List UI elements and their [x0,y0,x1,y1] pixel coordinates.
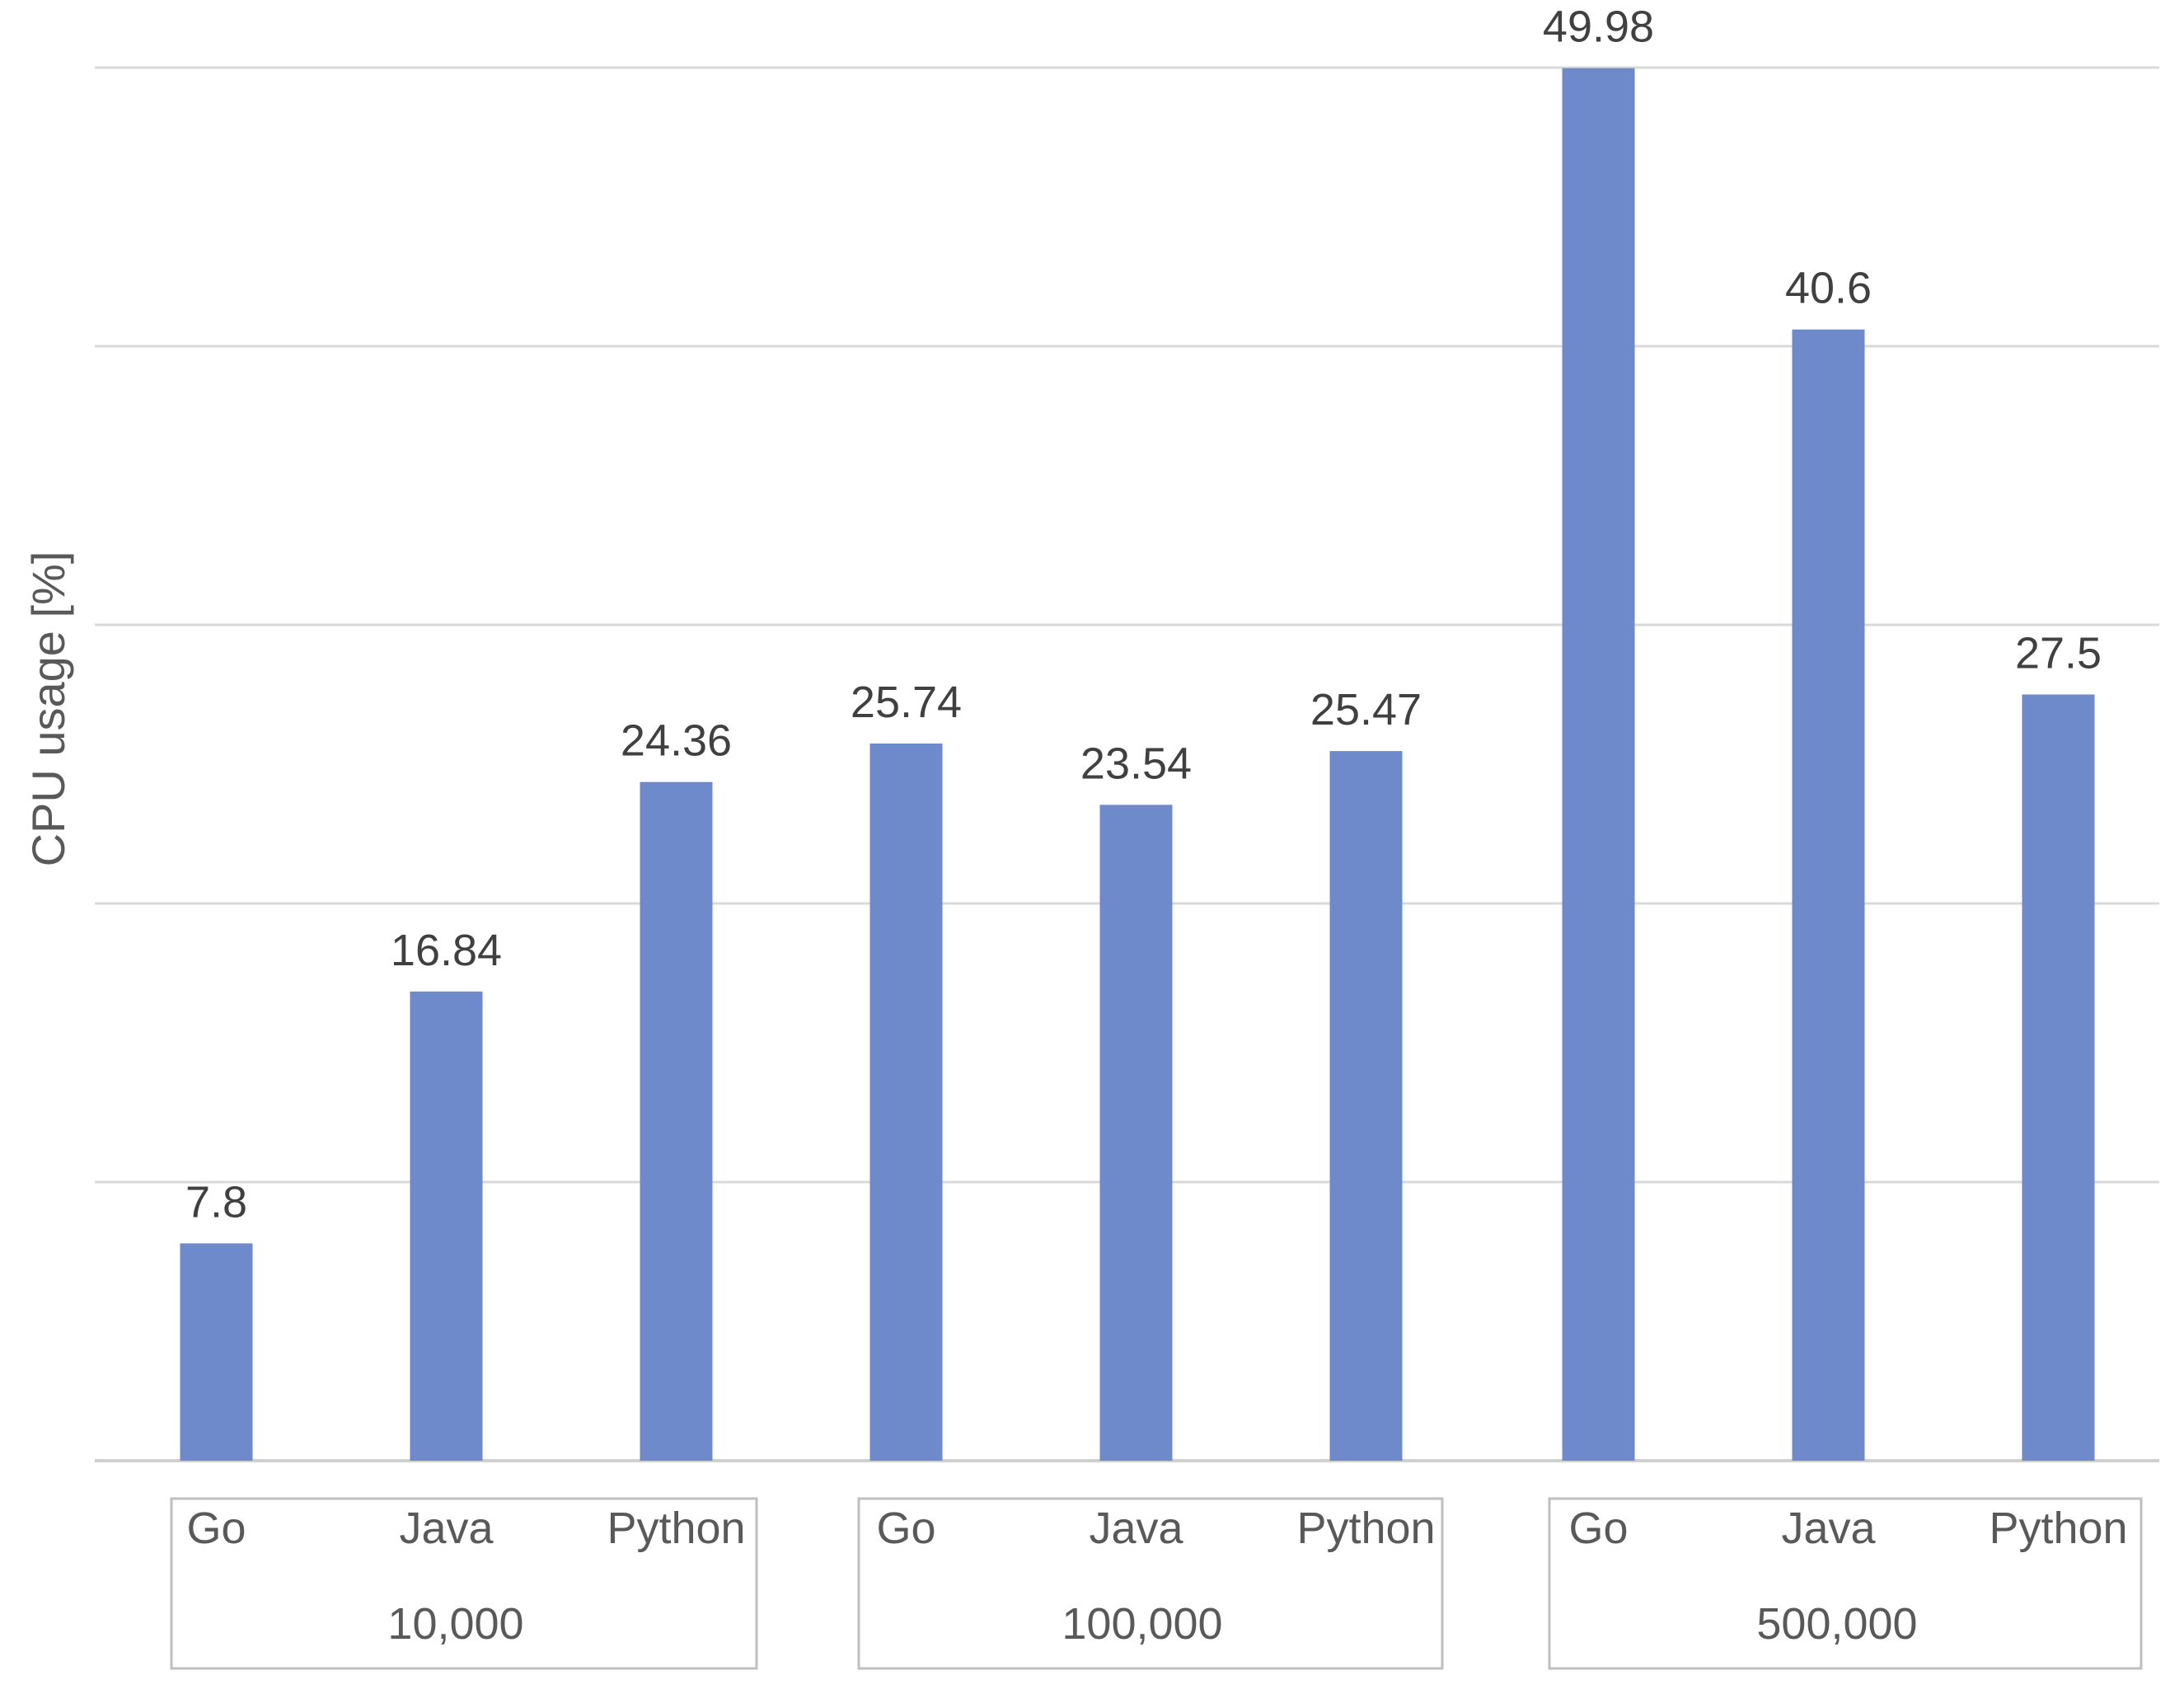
group-label: 100,000 [1062,1599,1222,1649]
tick-label-python: Python [607,1504,745,1553]
value-label: 24.36 [621,716,732,766]
tick-label-java: Java [1089,1504,1183,1553]
value-label: 7.8 [185,1177,247,1227]
group-label: 500,000 [1756,1599,1917,1649]
tick-label-java: Java [1781,1504,1876,1553]
tick-label-java: Java [399,1504,494,1553]
value-label: 16.84 [391,926,502,975]
value-label: 27.5 [2015,629,2102,678]
tick-label-go: Go [876,1504,935,1553]
y-axis-title: CPU usage [%] [22,551,74,867]
value-label: 25.74 [851,678,962,727]
tick-label-python: Python [1296,1504,1435,1553]
bars [180,68,2095,1462]
value-label: 40.6 [1785,264,1872,313]
bar-java-10000 [410,991,483,1461]
tick-label-go: Go [186,1504,246,1553]
value-label: 23.54 [1080,739,1192,788]
group-box [170,1497,758,1670]
bar-java-500000 [1792,329,1865,1462]
bar-python-10000 [640,781,713,1461]
bar-python-100000 [1329,751,1403,1461]
group-box [857,1497,1444,1670]
value-label: 49.98 [1543,2,1654,52]
bar-go-10000 [180,1243,253,1461]
tick-label-python: Python [1989,1504,2127,1553]
group-label: 10,000 [387,1599,523,1649]
value-label: 25.47 [1310,685,1422,734]
group-box [1548,1497,2143,1670]
tick-label-go: Go [1568,1504,1628,1553]
bar-java-100000 [1099,805,1173,1461]
x-axis: Go Java Python 10,000 Go Java Python 100,000 Go J… [170,1497,2143,1670]
bar-go-100000 [869,743,943,1461]
bar-python-500000 [2022,694,2095,1461]
bar-go-500000 [1562,68,1635,1461]
value-labels: 7.8 16.84 24.36 25.74 23.54 25.47 49.98 40.6 27.… [185,2,2102,1227]
